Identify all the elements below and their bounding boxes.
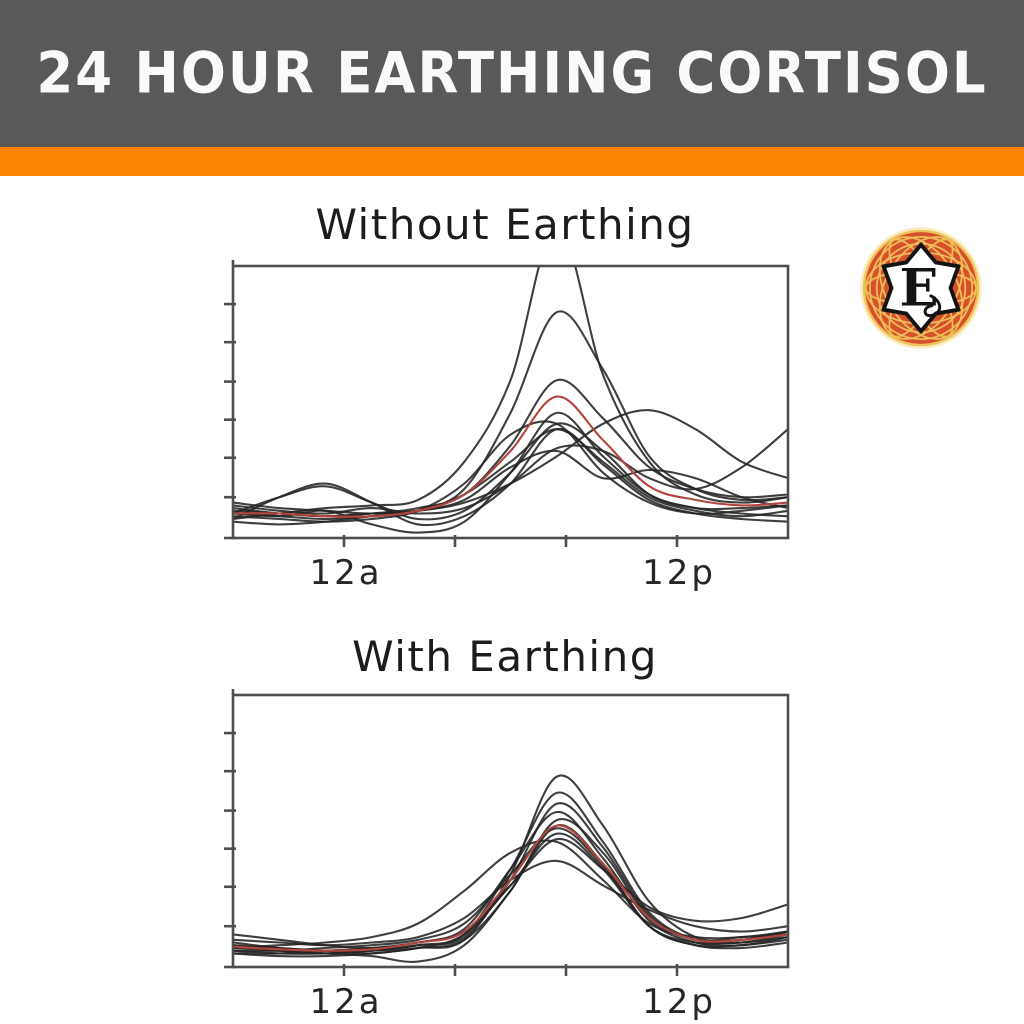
- brand-logo: E: [860, 227, 982, 349]
- logo-letter: E: [900, 259, 939, 319]
- chart-without-earthing-plot: 12a 12p: [224, 260, 790, 593]
- logo-badge-graphic: E: [860, 227, 982, 349]
- accent-stripe: [0, 147, 1024, 176]
- chart-title-without-earthing: Without Earthing: [315, 200, 695, 249]
- chart-with-earthing-plot: 12a 12p: [224, 689, 790, 1022]
- chart-title-with-earthing: With Earthing: [352, 632, 658, 681]
- logo-halo-ring: [860, 227, 982, 349]
- header-banner: 24 HOUR EARTHING CORTISOL: [0, 0, 1024, 147]
- x-tick-label: 12a: [309, 553, 382, 593]
- x-tick-label: 12p: [642, 553, 716, 593]
- header-title: 24 HOUR EARTHING CORTISOL: [36, 40, 988, 107]
- x-tick-label: 12a: [309, 982, 382, 1022]
- x-tick-label: 12p: [642, 982, 716, 1022]
- logo-letter-swash: [923, 294, 942, 318]
